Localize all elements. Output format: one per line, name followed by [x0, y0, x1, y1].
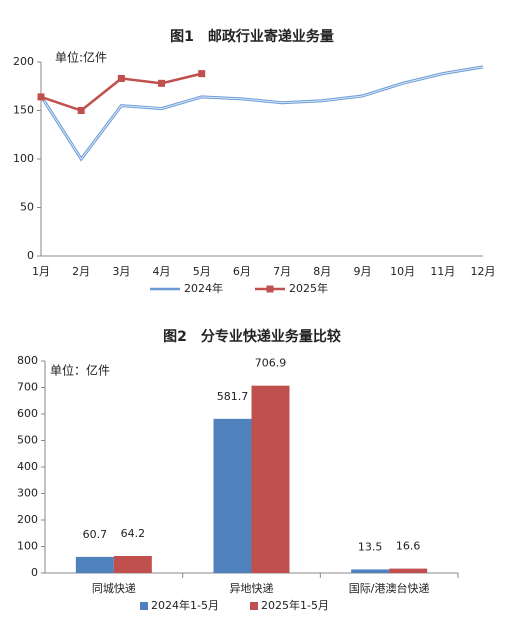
point — [198, 70, 206, 78]
y-tick-label: 600 — [17, 407, 38, 420]
y-tick-label: 500 — [17, 434, 38, 447]
legend-label: 2024年 — [184, 281, 223, 295]
legend-marker — [250, 602, 258, 610]
y-tick-label: 50 — [20, 201, 34, 214]
chart-title: 图1 邮政行业寄递业务量 — [170, 28, 334, 45]
y-tick-label: 0 — [31, 566, 38, 579]
value-label: 16.6 — [396, 540, 421, 553]
legend-marker — [266, 285, 274, 293]
y-tick-label: 100 — [13, 152, 34, 165]
bar — [113, 555, 152, 573]
legend-label: 2025年 — [289, 281, 328, 295]
bar — [75, 556, 114, 573]
unit-label: 单位:亿件 — [55, 50, 107, 65]
bar — [389, 568, 428, 573]
y-tick-label: 200 — [17, 513, 38, 526]
y-tick-label: 150 — [13, 104, 34, 117]
x-tick-label: 8月 — [313, 265, 331, 278]
legend-label: 2024年1-5月 — [151, 598, 219, 612]
series-line-core — [40, 66, 484, 160]
point — [37, 93, 45, 101]
value-label: 581.7 — [217, 390, 249, 403]
x-tick-label: 国际/港澳台快递 — [349, 581, 430, 595]
x-tick-label: 4月 — [153, 265, 171, 278]
value-label: 706.9 — [255, 357, 287, 370]
y-tick-label: 400 — [17, 460, 38, 473]
x-tick-label: 1月 — [32, 265, 50, 278]
series-line — [39, 65, 484, 162]
x-tick-label: 7月 — [273, 265, 291, 278]
chart-title: 图2 分专业快递业务量比较 — [163, 328, 341, 345]
point — [158, 79, 166, 87]
value-label: 13.5 — [358, 540, 383, 553]
legend-marker — [140, 602, 148, 610]
x-tick-label: 3月 — [112, 265, 130, 278]
y-tick-label: 200 — [13, 55, 34, 68]
y-tick-label: 0 — [27, 249, 34, 262]
unit-label: 单位：亿件 — [50, 363, 110, 378]
bar — [351, 569, 390, 573]
point — [117, 74, 125, 82]
value-label: 64.2 — [121, 527, 146, 540]
x-tick-label: 2月 — [72, 265, 90, 278]
bar — [213, 418, 252, 573]
x-tick-label: 9月 — [353, 265, 371, 278]
x-tick-label: 11月 — [430, 265, 455, 278]
y-tick-label: 100 — [17, 540, 38, 553]
x-tick-label: 异地快递 — [230, 581, 274, 595]
x-tick-label: 5月 — [193, 265, 211, 278]
y-tick-label: 300 — [17, 487, 38, 500]
x-tick-label: 6月 — [233, 265, 251, 278]
point — [77, 107, 85, 114]
value-label: 60.7 — [83, 528, 108, 541]
y-tick-label: 700 — [17, 381, 38, 394]
y-tick-label: 800 — [17, 354, 38, 367]
bar — [251, 385, 290, 573]
x-tick-label: 10月 — [390, 265, 415, 278]
legend-label: 2025年1-5月 — [261, 598, 329, 612]
x-tick-label: 12月 — [471, 265, 496, 278]
x-tick-label: 同城快递 — [92, 581, 136, 595]
